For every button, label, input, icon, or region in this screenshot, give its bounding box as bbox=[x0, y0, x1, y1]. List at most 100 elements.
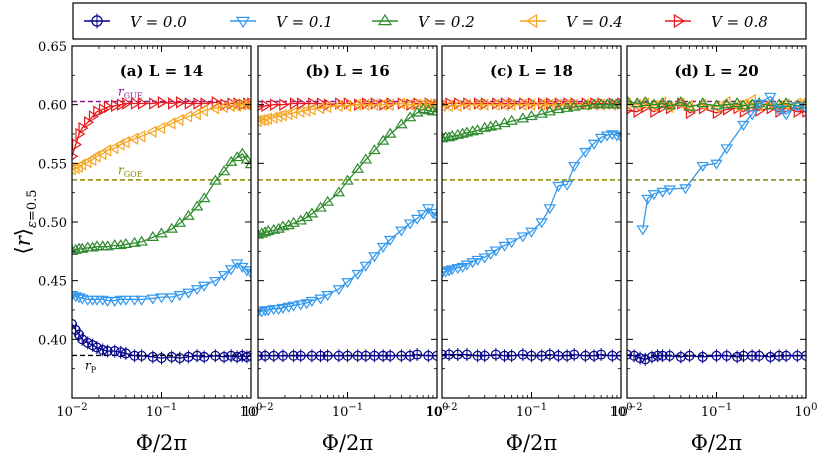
data-point bbox=[316, 97, 327, 110]
series-line bbox=[72, 323, 251, 359]
data-point bbox=[351, 162, 364, 173]
data-point bbox=[638, 95, 652, 107]
data-point bbox=[376, 242, 390, 253]
data-point bbox=[332, 285, 346, 296]
data-point bbox=[466, 258, 479, 269]
data-point bbox=[594, 98, 608, 109]
data-point bbox=[525, 227, 538, 238]
data-point bbox=[130, 97, 141, 110]
legend-entry: V = 0.4 bbox=[520, 13, 623, 31]
data-point bbox=[75, 127, 86, 141]
data-point bbox=[135, 295, 148, 306]
data-point bbox=[149, 97, 160, 110]
x-tick-label: 10−2 bbox=[56, 402, 87, 420]
data-point bbox=[72, 152, 79, 161]
data-point bbox=[165, 117, 176, 130]
data-point bbox=[96, 147, 107, 161]
data-point bbox=[799, 98, 806, 109]
data-point bbox=[775, 105, 786, 118]
data-point bbox=[525, 110, 538, 121]
data-point bbox=[489, 119, 503, 130]
data-point bbox=[505, 238, 518, 249]
data-point bbox=[116, 98, 128, 111]
panel-title: (a) L = 14 bbox=[120, 62, 204, 80]
data-point bbox=[368, 252, 381, 263]
data-point bbox=[752, 99, 766, 110]
data-point bbox=[764, 99, 777, 110]
legend-entry: V = 0.8 bbox=[665, 13, 768, 31]
data-point bbox=[484, 249, 497, 261]
panel-series bbox=[72, 96, 251, 365]
data-point bbox=[119, 135, 130, 149]
series-line bbox=[442, 133, 621, 274]
x-tick-label: 10−1 bbox=[332, 402, 363, 420]
data-point bbox=[451, 128, 465, 139]
data-point bbox=[535, 107, 548, 118]
data-point bbox=[146, 294, 160, 305]
data-point bbox=[627, 97, 631, 110]
data-point bbox=[261, 306, 275, 317]
legend-marker bbox=[525, 13, 538, 29]
data-point bbox=[93, 105, 104, 118]
data-point bbox=[341, 278, 354, 289]
data-point bbox=[341, 174, 354, 185]
data-point bbox=[294, 214, 307, 225]
data-point bbox=[791, 102, 804, 113]
panel-series bbox=[258, 97, 437, 363]
x-tick-label: 10−2 bbox=[242, 402, 273, 420]
data-point bbox=[190, 200, 204, 211]
data-point bbox=[165, 293, 178, 304]
data-point bbox=[155, 121, 166, 135]
legend-entry: V = 0.0 bbox=[84, 13, 187, 31]
data-point bbox=[615, 350, 621, 361]
data-point bbox=[460, 98, 471, 111]
data-point bbox=[119, 295, 133, 306]
data-point bbox=[101, 240, 114, 251]
data-point bbox=[108, 141, 119, 155]
data-point bbox=[516, 232, 530, 243]
data-point bbox=[460, 260, 474, 271]
data-point bbox=[90, 150, 101, 163]
data-point bbox=[587, 139, 601, 150]
data-point bbox=[261, 99, 272, 113]
data-point bbox=[498, 241, 511, 252]
data-point bbox=[230, 99, 241, 113]
data-point bbox=[552, 103, 565, 114]
series-line bbox=[258, 206, 437, 312]
data-point bbox=[614, 132, 621, 143]
data-point bbox=[505, 98, 516, 111]
data-point bbox=[217, 165, 231, 176]
data-point bbox=[146, 230, 160, 241]
reference-label-goe: rGOE bbox=[118, 163, 143, 179]
data-point bbox=[679, 184, 692, 195]
data-point bbox=[594, 133, 608, 144]
data-point bbox=[663, 185, 676, 196]
data-point bbox=[321, 100, 332, 114]
data-point bbox=[516, 112, 530, 123]
y-tick-label: 0.65 bbox=[38, 40, 67, 55]
data-point bbox=[710, 159, 723, 170]
data-point bbox=[294, 300, 307, 311]
data-point bbox=[799, 97, 806, 106]
data-point bbox=[193, 97, 204, 110]
data-point bbox=[799, 104, 806, 115]
data-point bbox=[802, 105, 806, 118]
data-point bbox=[258, 113, 269, 127]
data-point bbox=[606, 130, 619, 141]
data-point bbox=[737, 120, 750, 131]
panel-title: (c) L = 18 bbox=[490, 62, 573, 80]
data-point bbox=[627, 94, 634, 105]
data-point bbox=[167, 97, 179, 110]
data-point bbox=[489, 246, 503, 257]
data-point bbox=[720, 98, 733, 109]
data-point bbox=[426, 208, 437, 219]
data-point bbox=[478, 98, 489, 111]
data-point bbox=[305, 207, 319, 218]
panel-series bbox=[442, 97, 621, 363]
data-point bbox=[305, 103, 316, 116]
data-point bbox=[197, 281, 211, 292]
data-point bbox=[101, 144, 112, 157]
data-point bbox=[224, 265, 238, 276]
data-point bbox=[466, 125, 479, 136]
